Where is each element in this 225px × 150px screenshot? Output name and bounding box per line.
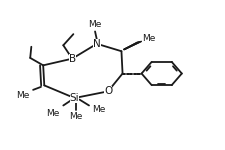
- Text: Me: Me: [142, 34, 156, 43]
- Text: Si: Si: [70, 93, 79, 103]
- Text: N: N: [93, 39, 101, 49]
- Text: Me: Me: [16, 91, 30, 100]
- Text: Me: Me: [69, 112, 82, 121]
- Text: O: O: [104, 86, 112, 96]
- Text: Me: Me: [88, 20, 102, 29]
- Text: Me: Me: [47, 109, 60, 118]
- Text: Me: Me: [92, 105, 106, 114]
- Text: B: B: [69, 54, 76, 64]
